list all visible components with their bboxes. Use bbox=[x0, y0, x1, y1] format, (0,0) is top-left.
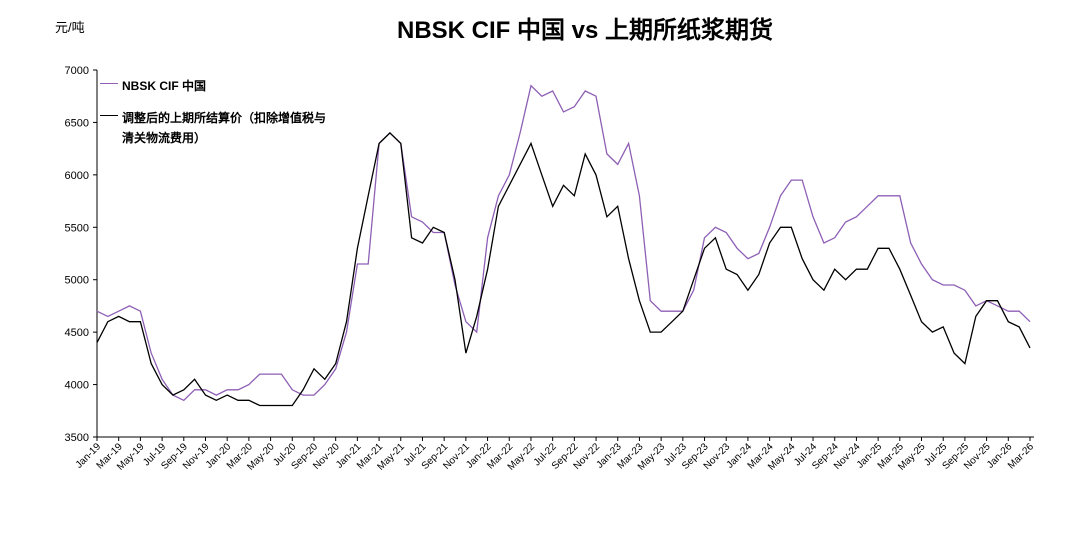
legend-label: NBSK CIF 中国 bbox=[122, 79, 207, 93]
y-axis-label: 元/吨 bbox=[55, 20, 85, 35]
y-tick-label: 5000 bbox=[65, 275, 89, 287]
line-series bbox=[96, 131, 1031, 407]
y-tick-label: 6000 bbox=[65, 170, 89, 182]
legend-item: NBSK CIF 中国 bbox=[100, 76, 337, 96]
legend-swatch bbox=[100, 83, 118, 84]
y-tick-label: 6500 bbox=[65, 117, 89, 129]
chart-title: NBSK CIF 中国 vs 上期所纸浆期货 bbox=[397, 16, 773, 44]
legend: NBSK CIF 中国调整后的上期所结算价（扣除增值税与清关物流费用） bbox=[100, 76, 337, 160]
line-series bbox=[96, 84, 1031, 402]
y-tick-label: 3500 bbox=[65, 432, 89, 444]
legend-swatch bbox=[100, 115, 118, 116]
y-tick-label: 4500 bbox=[65, 327, 89, 339]
legend-label: 调整后的上期所结算价（扣除增值税与清关物流费用） bbox=[122, 111, 327, 145]
y-tick-label: 7000 bbox=[65, 65, 89, 77]
y-tick-label: 5500 bbox=[65, 222, 89, 234]
y-tick-label: 4000 bbox=[65, 380, 89, 392]
legend-item: 调整后的上期所结算价（扣除增值税与清关物流费用） bbox=[100, 108, 337, 148]
